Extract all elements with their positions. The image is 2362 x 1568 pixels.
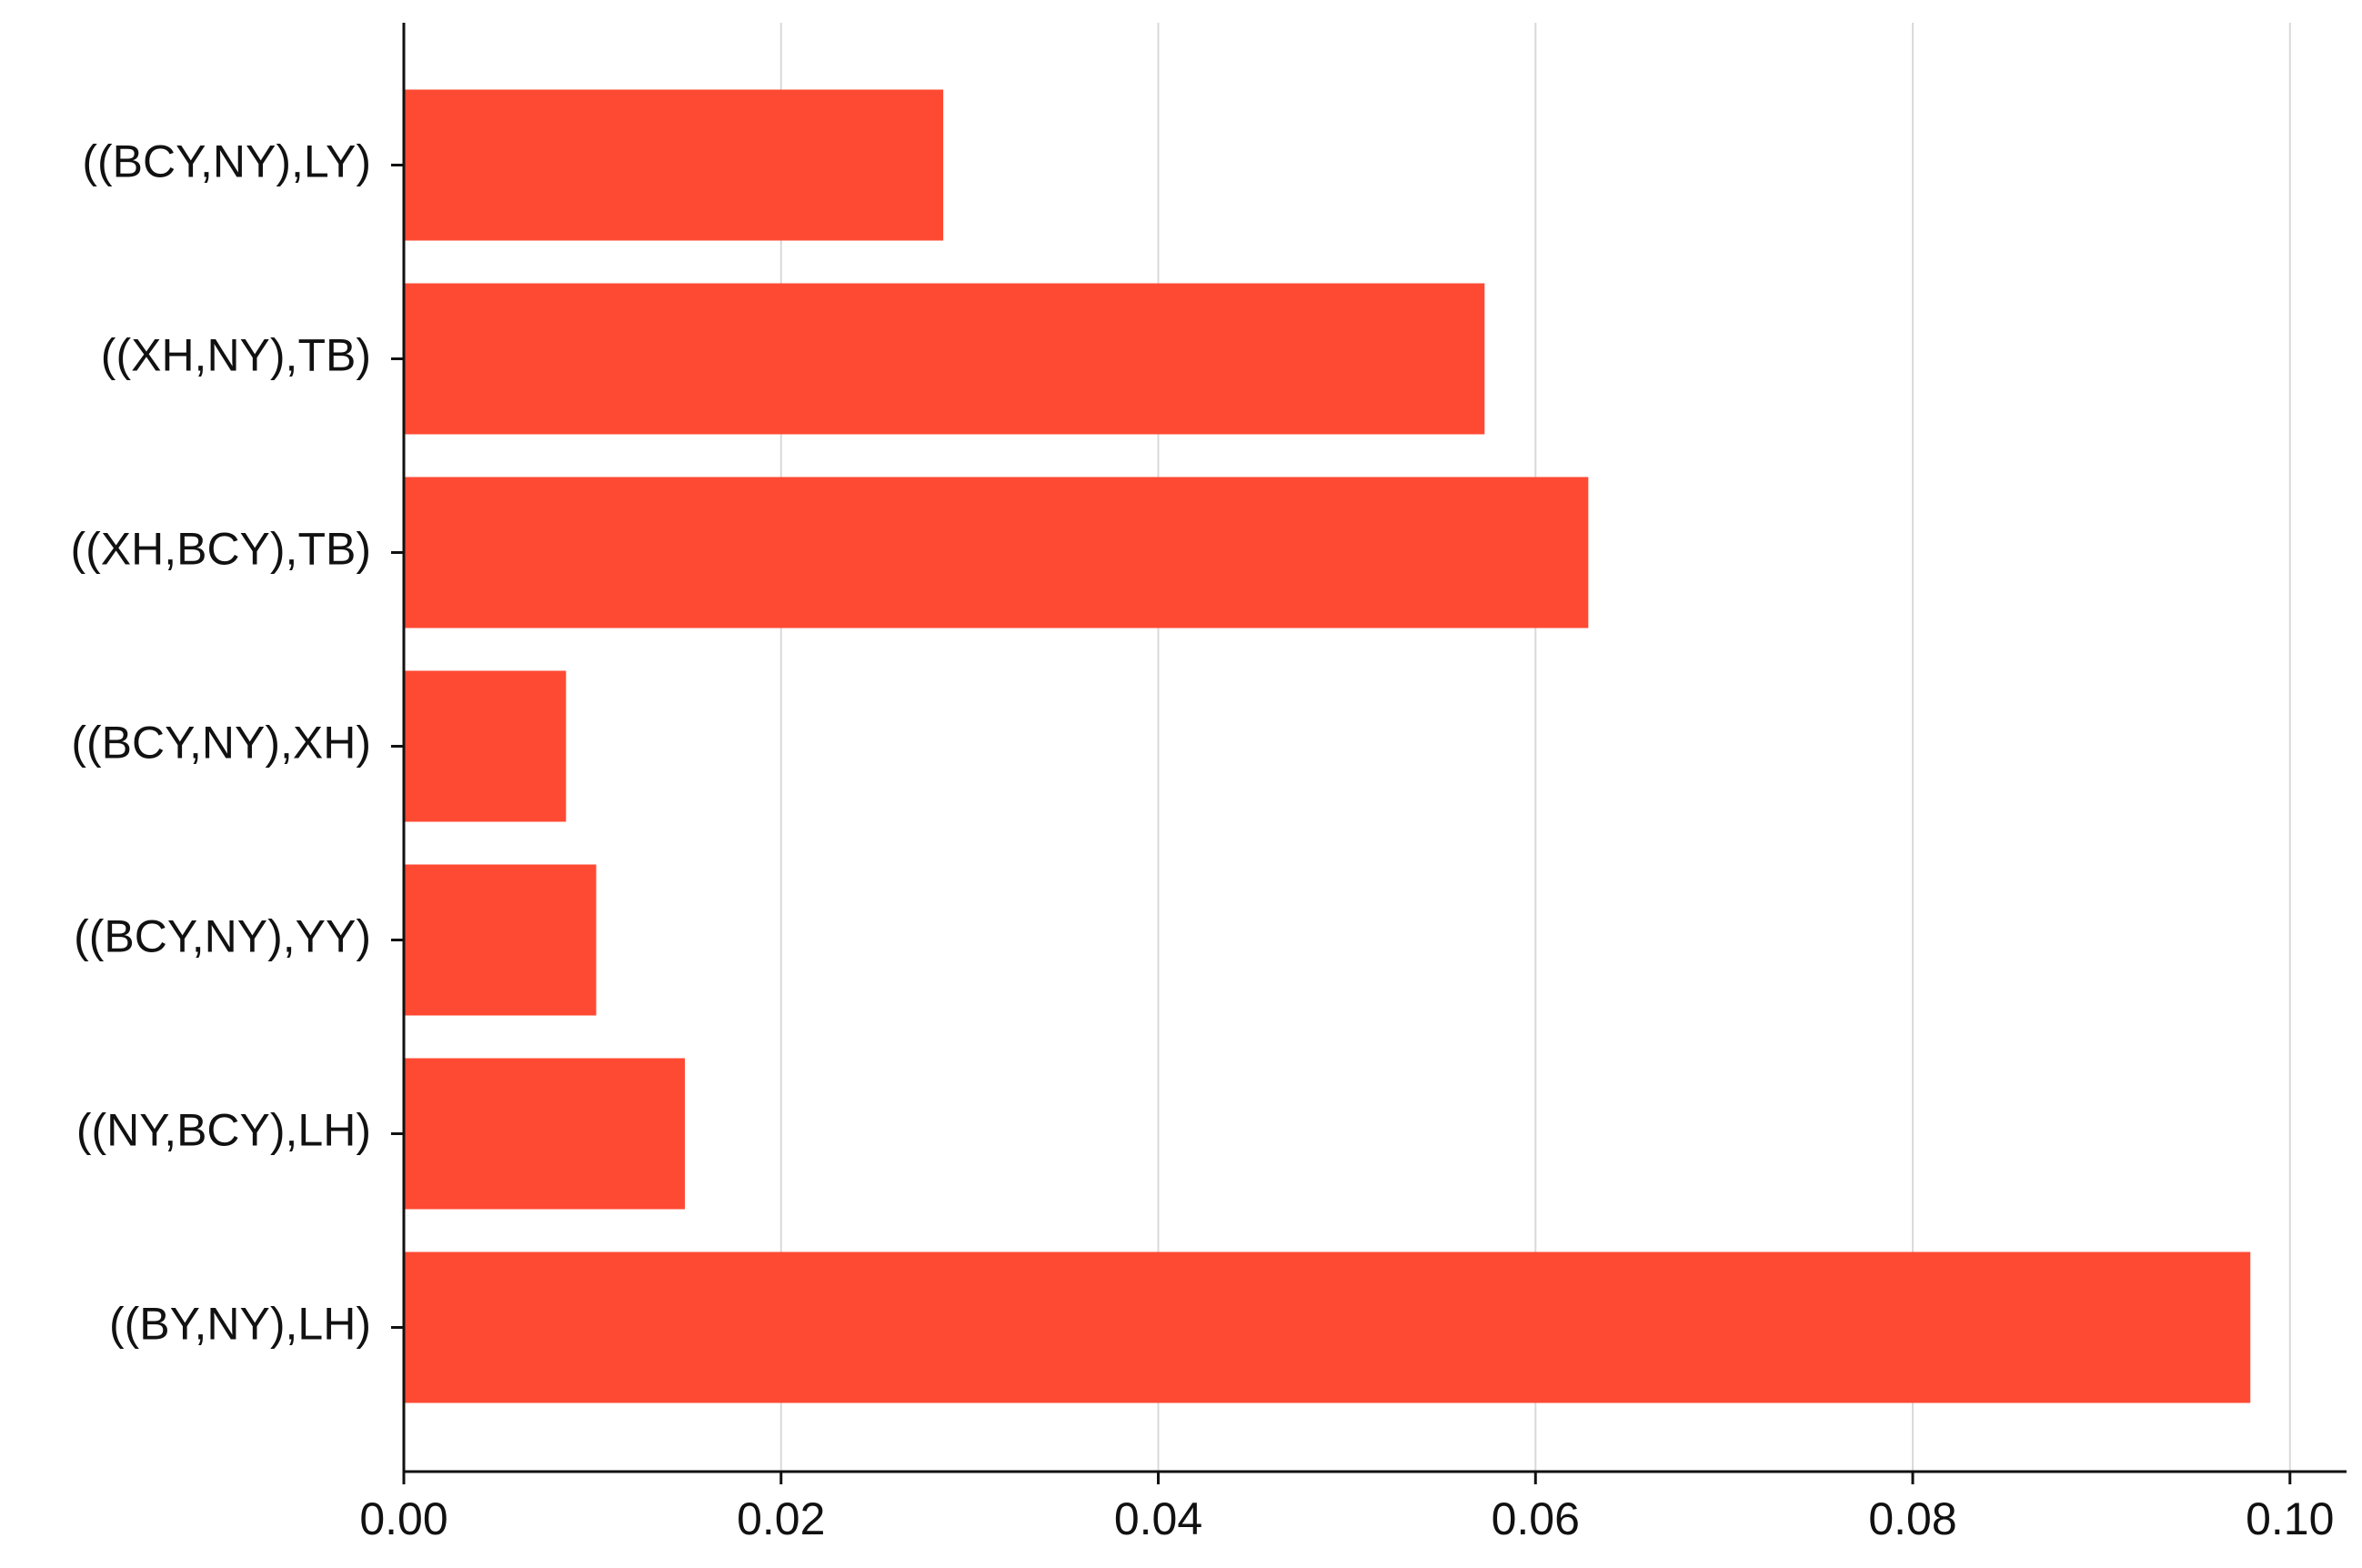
- bar: [404, 477, 1589, 628]
- y-tick-label: ((BCY,NY),YY): [74, 911, 371, 962]
- bar: [404, 864, 597, 1016]
- x-tick-label: 0.00: [359, 1493, 447, 1544]
- bar: [404, 283, 1485, 435]
- y-tick-label: ((BY,NY),LH): [109, 1299, 371, 1350]
- bar: [404, 89, 944, 241]
- y-tick-label: ((BCY,NY),LY): [82, 136, 371, 187]
- y-tick-label: ((XH,NY),TB): [101, 330, 371, 381]
- y-tick-label: ((XH,BCY),TB): [70, 524, 371, 575]
- x-tick-label: 0.08: [1868, 1493, 1956, 1544]
- bar: [404, 1251, 2251, 1403]
- x-tick-label: 0.04: [1114, 1493, 1202, 1544]
- x-tick-label: 0.06: [1492, 1493, 1580, 1544]
- bar: [404, 670, 567, 822]
- y-tick-label: ((NY,BCY),LH): [76, 1105, 371, 1156]
- x-tick-label: 0.02: [737, 1493, 825, 1544]
- x-tick-label: 0.10: [2246, 1493, 2334, 1544]
- y-tick-label: ((BCY,NY),XH): [71, 718, 371, 769]
- bar: [404, 1058, 685, 1210]
